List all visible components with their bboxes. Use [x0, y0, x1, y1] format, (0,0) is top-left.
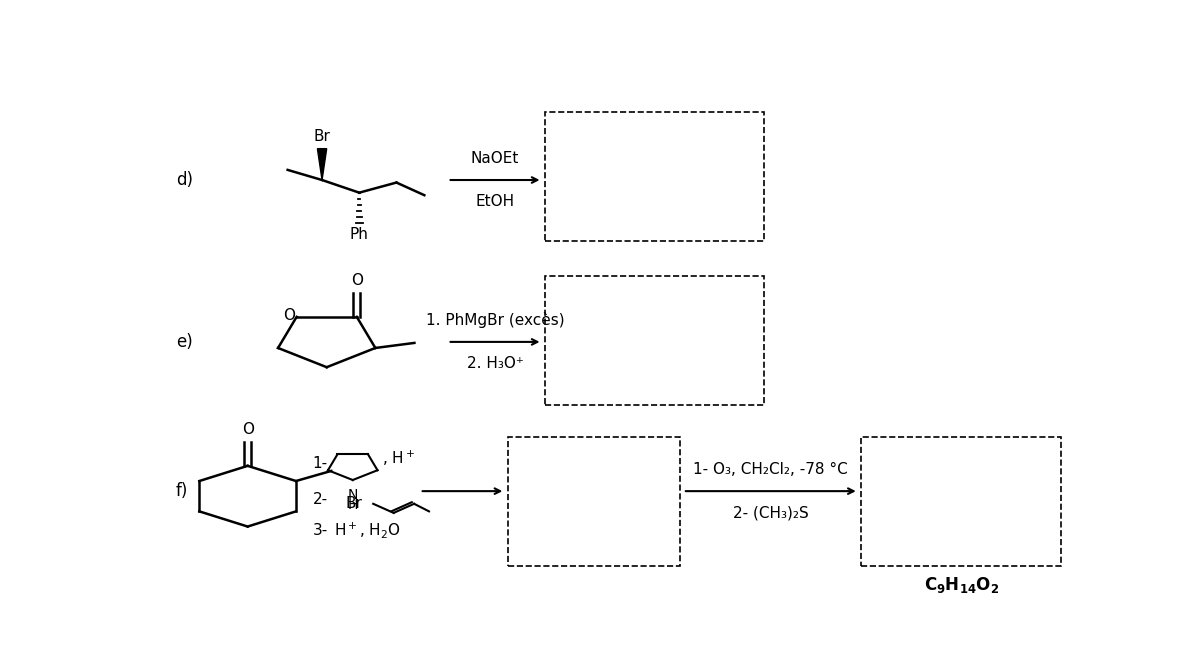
Text: O: O	[350, 273, 362, 288]
Text: Br: Br	[313, 129, 330, 144]
Text: 1. PhMgBr (excès): 1. PhMgBr (excès)	[426, 311, 564, 328]
Text: H: H	[348, 498, 358, 512]
Text: O: O	[241, 422, 253, 436]
Text: Br: Br	[346, 496, 362, 511]
Text: e): e)	[176, 333, 193, 351]
Text: H$^+$, H$_2$O: H$^+$, H$_2$O	[334, 520, 401, 540]
Text: 2. H₃O⁺: 2. H₃O⁺	[467, 356, 523, 371]
Text: 1- O₃, CH₂Cl₂, -78 °C: 1- O₃, CH₂Cl₂, -78 °C	[694, 462, 848, 477]
Text: NaOEt: NaOEt	[470, 151, 520, 166]
Text: 3-: 3-	[313, 522, 328, 537]
Text: , H$^+$: , H$^+$	[383, 449, 415, 468]
Text: d): d)	[176, 171, 193, 189]
Text: Ph: Ph	[350, 227, 368, 242]
Text: O: O	[283, 308, 295, 323]
Text: $\mathbf{C_9H_{14}O_2}$: $\mathbf{C_9H_{14}O_2}$	[924, 575, 998, 595]
Bar	[862, 436, 1062, 566]
Polygon shape	[317, 148, 326, 180]
Bar	[508, 436, 680, 566]
Text: 2-: 2-	[313, 492, 328, 507]
Text: 2- (CH₃)₂S: 2- (CH₃)₂S	[733, 505, 809, 520]
Text: f): f)	[176, 482, 188, 500]
Bar	[545, 276, 763, 405]
Text: EtOH: EtOH	[475, 194, 515, 209]
Bar	[545, 112, 763, 240]
Text: 1-: 1-	[313, 456, 328, 471]
Text: N: N	[348, 487, 358, 501]
